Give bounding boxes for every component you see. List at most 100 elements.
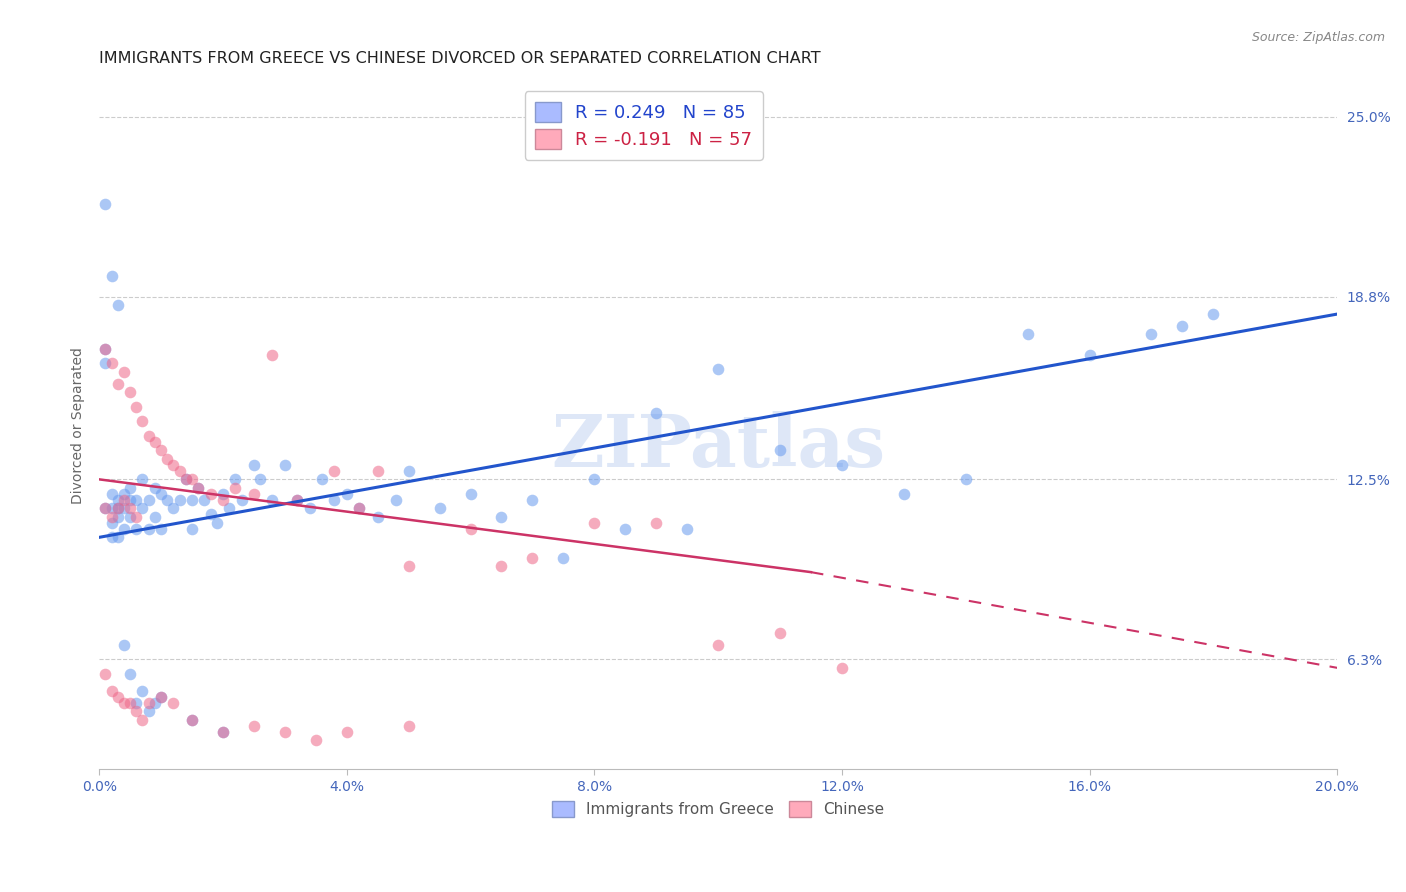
Point — [112, 365, 135, 379]
Point — [120, 492, 142, 507]
Point — [243, 487, 266, 501]
Y-axis label: Divorced or Separated: Divorced or Separated — [72, 347, 86, 504]
Point — [100, 516, 122, 530]
Point — [311, 472, 333, 486]
Point — [707, 638, 730, 652]
Point — [131, 414, 153, 428]
Point — [212, 724, 235, 739]
Point — [181, 713, 204, 727]
Point — [323, 492, 346, 507]
Point — [107, 530, 129, 544]
Text: Source: ZipAtlas.com: Source: ZipAtlas.com — [1251, 31, 1385, 45]
Point — [893, 487, 915, 501]
Point — [150, 443, 173, 458]
Point — [143, 510, 166, 524]
Point — [131, 684, 153, 698]
Point — [131, 713, 153, 727]
Text: IMMIGRANTS FROM GREECE VS CHINESE DIVORCED OR SEPARATED CORRELATION CHART: IMMIGRANTS FROM GREECE VS CHINESE DIVORC… — [100, 51, 821, 66]
Point — [205, 516, 228, 530]
Point — [336, 724, 359, 739]
Point — [138, 522, 160, 536]
Point — [107, 501, 129, 516]
Point — [553, 550, 575, 565]
Point — [94, 342, 117, 356]
Point — [1202, 307, 1225, 321]
Point — [522, 492, 544, 507]
Point — [1017, 327, 1039, 342]
Point — [181, 472, 204, 486]
Point — [138, 696, 160, 710]
Point — [1140, 327, 1163, 342]
Point — [262, 492, 284, 507]
Point — [224, 481, 246, 495]
Point — [522, 550, 544, 565]
Point — [156, 452, 179, 467]
Point — [200, 487, 222, 501]
Point — [491, 559, 513, 574]
Point — [398, 719, 420, 733]
Point — [112, 487, 135, 501]
Point — [138, 704, 160, 718]
Point — [100, 530, 122, 544]
Point — [143, 696, 166, 710]
Point — [150, 487, 173, 501]
Point — [305, 733, 328, 747]
Point — [131, 501, 153, 516]
Point — [831, 661, 853, 675]
Point — [125, 400, 148, 414]
Point — [274, 458, 297, 472]
Text: ZIPatlas: ZIPatlas — [551, 411, 886, 482]
Point — [150, 522, 173, 536]
Point — [112, 501, 135, 516]
Point — [218, 501, 240, 516]
Point — [162, 458, 184, 472]
Point — [125, 704, 148, 718]
Point — [583, 516, 606, 530]
Point — [249, 472, 271, 486]
Point — [120, 666, 142, 681]
Point — [107, 298, 129, 312]
Point — [120, 385, 142, 400]
Point — [107, 501, 129, 516]
Point — [460, 487, 482, 501]
Point — [707, 362, 730, 376]
Point — [150, 690, 173, 704]
Point — [125, 510, 148, 524]
Point — [1171, 318, 1194, 333]
Point — [769, 626, 792, 640]
Point — [156, 492, 179, 507]
Point — [120, 501, 142, 516]
Point — [181, 713, 204, 727]
Point — [831, 458, 853, 472]
Point — [583, 472, 606, 486]
Point — [212, 724, 235, 739]
Point — [143, 481, 166, 495]
Point — [107, 510, 129, 524]
Point — [769, 443, 792, 458]
Point — [336, 487, 359, 501]
Point — [107, 690, 129, 704]
Point — [224, 472, 246, 486]
Point — [112, 696, 135, 710]
Point — [125, 522, 148, 536]
Point — [243, 719, 266, 733]
Legend: Immigrants from Greece, Chinese: Immigrants from Greece, Chinese — [547, 796, 890, 823]
Point — [120, 510, 142, 524]
Point — [460, 522, 482, 536]
Point — [125, 492, 148, 507]
Point — [347, 501, 370, 516]
Point — [231, 492, 253, 507]
Point — [243, 458, 266, 472]
Point — [298, 501, 321, 516]
Point — [285, 492, 308, 507]
Point — [94, 501, 117, 516]
Point — [138, 492, 160, 507]
Point — [131, 472, 153, 486]
Point — [94, 356, 117, 370]
Point — [645, 406, 668, 420]
Point — [174, 472, 197, 486]
Point — [94, 666, 117, 681]
Point — [112, 522, 135, 536]
Point — [285, 492, 308, 507]
Point — [100, 356, 122, 370]
